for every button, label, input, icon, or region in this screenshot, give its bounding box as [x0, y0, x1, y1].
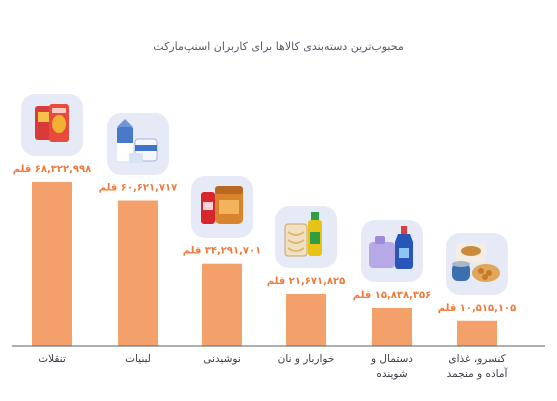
bar-4 — [372, 307, 412, 346]
bar-5 — [457, 320, 497, 346]
bar-0 — [32, 182, 72, 346]
pasta-oil-icon — [275, 205, 337, 268]
value-label-4: ۱۵,۸۳۸,۳۵۶ قلم — [353, 290, 431, 301]
value-label-0: ۶۸,۳۲۲,۹۹۸ قلم — [13, 164, 91, 175]
category-label-5-line-0: کنسرو، غذای — [448, 353, 505, 365]
value-label-1: ۶۰,۶۲۱,۷۱۷ قلم — [99, 183, 177, 194]
bar-3 — [286, 293, 326, 346]
category-label-0: تنقلات — [38, 353, 66, 365]
category-label-4-line-0: دستمال و — [370, 353, 413, 365]
category-label-4-line-1: شوینده — [376, 368, 407, 380]
detergent-icon — [361, 219, 423, 282]
value-labels-group: ۶۸,۳۲۲,۹۹۸ قلم ۶۰,۶۲۱,۷۱۷ قلم ۳۴,۲۹۱,۷۰۱ ق… — [13, 164, 516, 314]
category-label-1: لبنیات — [125, 353, 151, 365]
category-label-5-line-1: آماده و منجمد — [447, 367, 509, 380]
chart-title: محبوب‌ترین دسته‌بندی کالاها برای کاربران… — [153, 40, 404, 53]
category-labels-group: تنقلات لبنیات نوشیدنی خواربار و نان دستمال و… — [38, 353, 508, 380]
value-label-3: ۲۱,۶۷۱,۸۲۵ قلم — [267, 276, 345, 287]
beverage-icon — [191, 175, 253, 238]
value-label-2: ۳۴,۲۹۱,۷۰۱ قلم — [183, 246, 261, 257]
chips-icon — [21, 94, 83, 157]
category-label-2: نوشیدنی — [203, 353, 241, 365]
bar-2 — [202, 263, 242, 346]
bars-group — [32, 182, 497, 346]
value-label-5: ۱۰,۵۱۵,۱۰۵ قلم — [438, 303, 516, 314]
category-label-3: خواربار و نان — [278, 353, 335, 365]
milk-icon — [107, 112, 169, 175]
canned-food-icon — [446, 232, 508, 295]
bar-1 — [118, 200, 158, 346]
